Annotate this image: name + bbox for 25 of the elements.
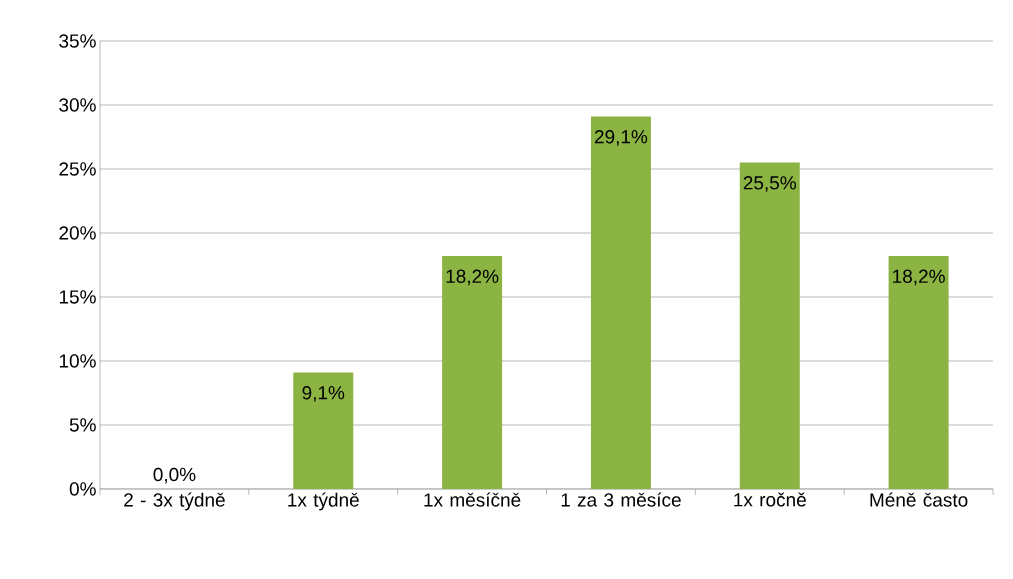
x-tick-label: 1x týdně <box>288 492 359 511</box>
y-tick-label: 0% <box>69 482 96 496</box>
bar <box>739 162 800 489</box>
x-tick-label: 1x měsíčně <box>424 492 521 507</box>
data-label: 18,2% <box>446 269 499 286</box>
y-tick-label: 20% <box>59 226 96 240</box>
y-tick-label: 30% <box>59 98 96 112</box>
data-label: 29,1% <box>594 130 648 146</box>
x-tick-label: 1 za 3 měsíce <box>561 492 681 507</box>
y-tick-label: 10% <box>59 354 96 368</box>
bar <box>442 256 503 489</box>
x-tick-label: 2 - 3x týdně <box>124 492 225 511</box>
y-tick-label: 15% <box>59 290 96 304</box>
y-tick-label: 25% <box>59 162 96 176</box>
data-label: 9,1% <box>302 386 345 402</box>
data-label: 0,0% <box>153 467 196 484</box>
bar <box>888 256 949 489</box>
x-tick-label: 1x ročně <box>734 492 806 507</box>
y-tick-label: 35% <box>59 34 96 48</box>
bar <box>590 116 651 489</box>
bar <box>293 372 354 489</box>
x-tick-label: Méně často <box>870 492 968 507</box>
y-tick-label: 5% <box>69 418 96 432</box>
data-label: 18,2% <box>893 269 945 286</box>
data-label: 25,5% <box>743 176 797 192</box>
